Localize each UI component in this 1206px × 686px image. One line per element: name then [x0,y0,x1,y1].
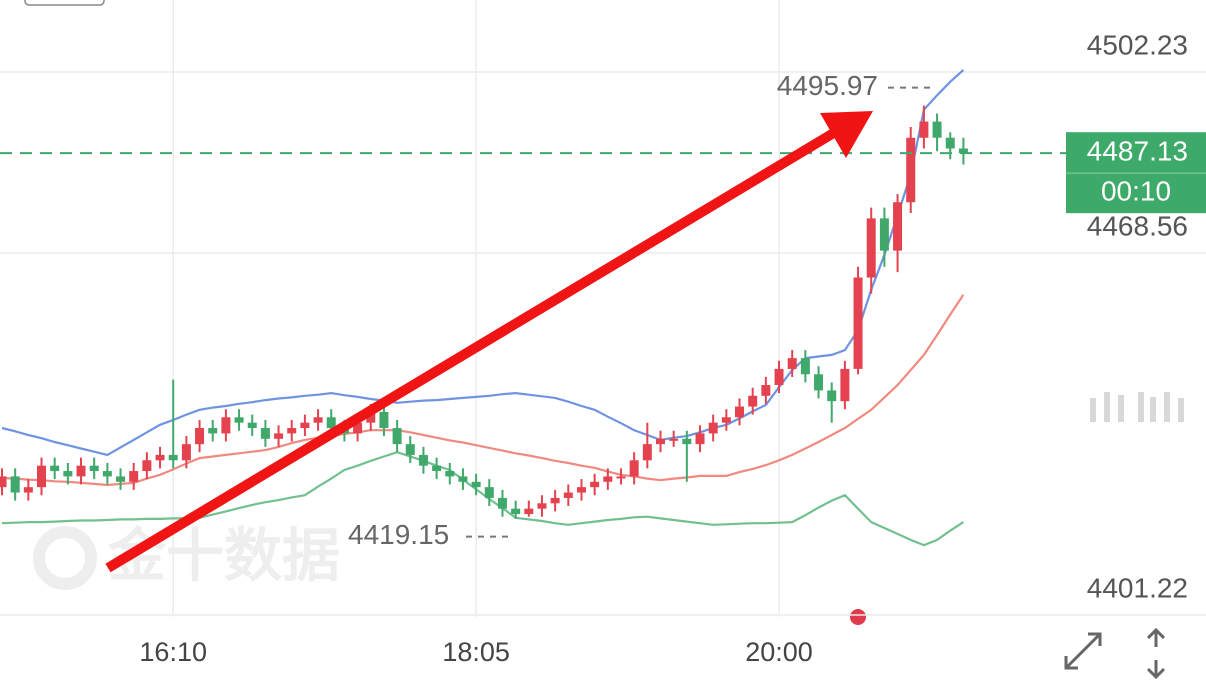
candle-body [906,137,916,203]
countdown-label: 00:10 [1101,176,1171,207]
candle-body [682,438,692,445]
candle-body [958,148,968,154]
trend-arrow-shaft [105,123,845,573]
candle-body [234,417,244,423]
candle-body [642,444,652,461]
candle-body [497,497,507,509]
candle-body [761,385,771,396]
candle-body [787,358,797,369]
candle-body [458,476,468,482]
candle-body [735,406,745,418]
candle-body [800,358,810,375]
candle-body [814,374,824,391]
band-line [1,294,965,487]
candle-body [102,471,112,477]
candle-body [511,508,521,515]
candle-body [445,471,455,477]
candle-body [656,438,665,445]
candle-body [827,390,837,402]
x-tick-label: 20:00 [745,637,813,667]
watermark-logo [33,526,97,590]
candle-body [300,422,310,429]
candle-body [379,411,389,429]
last-price-label: 4487.13 [1087,136,1188,167]
candle-body [168,454,178,461]
candle-body [524,508,534,515]
candle-body [840,368,850,402]
last-price-box [1066,132,1206,214]
candle-body [37,465,47,488]
candle-body [418,454,428,466]
volume-icon[interactable] [1090,392,1184,422]
candle-body [484,487,494,498]
candle-body [748,395,758,407]
candle-body [616,476,626,479]
candle-body [629,460,639,477]
candle-body [221,417,231,434]
vertical-expand-icon[interactable] [1146,627,1166,680]
candle-body [537,503,547,509]
watermark: 金十数据 [33,523,340,590]
candle-body [576,487,586,493]
y-tick-label: 4502.23 [1087,29,1188,60]
candle-body [50,465,60,472]
candle-body [919,121,929,138]
candle-body [774,368,784,386]
event-dot[interactable] [850,609,866,625]
candle-body [392,428,402,445]
candle-body [708,422,718,434]
top-tab [24,0,105,6]
candle-body [142,460,152,472]
candle-body [550,497,560,504]
candle-body [366,411,376,423]
candle-body [695,433,705,445]
candle-body [274,433,284,439]
candle-body [932,121,942,138]
candle-body [945,137,955,149]
candle-body [353,422,363,434]
candle-body [129,471,139,482]
max-label: 4495.97 [777,70,878,101]
candle-body [326,417,336,429]
candle-body [471,481,481,488]
candle-body [76,465,86,477]
y-tick-label: 4401.22 [1087,572,1188,603]
candle-body [669,438,679,441]
candle-body [181,444,191,461]
x-tick-label: 18:05 [442,637,510,667]
candle-body [208,428,218,434]
expand-icon[interactable] [1064,632,1102,670]
candle-body [10,476,20,493]
candle-body [89,465,99,472]
candle-body [63,471,73,477]
candle-body [116,476,126,482]
candle-body [563,492,573,498]
candle-body [893,202,903,251]
candle-body [23,487,33,493]
min-label: 4419.15 [348,519,449,550]
candle-body [195,428,205,445]
candle-body [260,428,270,439]
candle-body [866,218,876,278]
trend-arrow-head [820,111,873,158]
candle-body [0,476,7,488]
watermark-text: 金十数据 [108,523,340,588]
candle-body [879,218,889,251]
candle-body [603,476,613,482]
candle-body [853,277,863,369]
candle-body [287,428,297,434]
candle-body [432,465,442,472]
candle-body [155,454,165,461]
band-line [1,451,965,547]
candle-body [313,417,323,423]
candle-body [721,417,731,423]
candle-body [405,444,415,455]
x-tick-label: 16:10 [139,637,207,667]
candle-body [590,481,600,488]
candle-body [247,422,257,429]
y-tick-label: 4468.56 [1087,210,1188,241]
